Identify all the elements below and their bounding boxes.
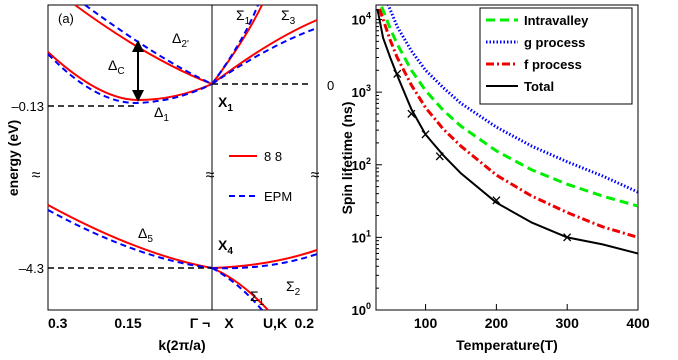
- x-tick-label: 0.15: [114, 315, 141, 331]
- delta-c-label: ΔC: [108, 57, 125, 77]
- data-marker: ×: [392, 64, 403, 84]
- data-marker: ×: [562, 227, 573, 247]
- axis-break-mark: ≈: [206, 167, 215, 184]
- sigma-1-bottom-label: Σ1: [250, 288, 265, 308]
- series-line-0: [380, 6, 638, 208]
- sigma-3-label: Σ3: [281, 7, 296, 27]
- y-axis-title-left: energy (eV): [5, 120, 21, 196]
- band-sigma2-epm: [211, 253, 318, 270]
- x-tick-label: X: [224, 315, 234, 331]
- x1-label: X1: [218, 94, 233, 114]
- series-line-1: [386, 5, 638, 194]
- x4-label: X4: [218, 237, 233, 257]
- data-marker: ×: [406, 104, 417, 124]
- y-tick-label-minus013: –0.13: [11, 99, 44, 114]
- band-delta5-tb: [47, 204, 213, 269]
- x-tick-label: 0.2: [295, 315, 315, 331]
- legend: Intravalley g process f process Total: [479, 7, 633, 105]
- delta-c-arrow-head-down: [132, 90, 144, 102]
- panel-label: (a): [58, 11, 74, 26]
- band-delta2-epm: [84, 4, 213, 85]
- x-tick-label: 200: [485, 315, 509, 331]
- y-tick-label: 101: [352, 228, 371, 245]
- x-tick-label: Γ ¬: [190, 315, 210, 331]
- legend-label: Intravalley: [524, 13, 589, 28]
- legend-label: g process: [524, 35, 585, 50]
- legend-label: f process: [524, 57, 582, 72]
- legend-label: Total: [524, 79, 554, 94]
- band-delta5-epm: [47, 209, 213, 269]
- left-plot-frame: [47, 4, 318, 311]
- delta-2p-label: Δ2': [172, 30, 189, 50]
- x-tick-label: 300: [556, 315, 580, 331]
- y-tick-label-minus43: –4.3: [19, 261, 44, 276]
- data-marker: ×: [491, 191, 502, 211]
- y-tick-label: 103: [352, 83, 371, 100]
- axis-break-mark: ≈: [311, 167, 320, 184]
- legend-label-tb: 8 8: [264, 149, 282, 164]
- x-tick-label: 0.3: [48, 315, 68, 331]
- x-axis-title-left: k(2π/a): [158, 337, 205, 353]
- band-structure-panel: [47, 4, 318, 311]
- right-plot-frame: [375, 4, 639, 311]
- sigma-2-label: Σ2: [286, 278, 301, 298]
- delta-5-label: Δ5: [138, 225, 153, 245]
- band-sigma3-epm: [211, 27, 318, 85]
- y-tick-label: 102: [352, 156, 371, 173]
- band-sigma1-low-epm: [211, 267, 263, 311]
- legend-label-epm: EPM: [264, 189, 292, 204]
- x-tick-label: 400: [626, 315, 650, 331]
- band-delta1-epm: [47, 53, 213, 105]
- y-tick-label: 100: [352, 301, 371, 318]
- x-tick-label: U,K: [263, 315, 287, 331]
- delta-1-label: Δ1: [154, 104, 169, 124]
- axis-break-mark: ≈: [32, 167, 41, 184]
- band-sigma1-epm: [211, 4, 259, 85]
- y-tick-label-0: 0: [327, 78, 334, 93]
- x-tick-label: 100: [414, 315, 438, 331]
- spin-lifetime-panel: 100 101 102 103 104 100 200 300 400 Temperature(T…: [339, 4, 650, 353]
- data-marker: ×: [434, 146, 445, 166]
- sigma-1-top-label: Σ1: [236, 7, 251, 27]
- delta-c-arrow-head-up: [132, 40, 144, 52]
- y-axis-title-right: Spin lifetime (ns): [339, 102, 355, 215]
- series-line-2: [378, 8, 638, 239]
- legend-box: [479, 7, 633, 105]
- data-marker: ×: [420, 125, 431, 145]
- x-axis-title-right: Temperature(T): [456, 337, 558, 353]
- series-line-3: [376, 8, 638, 255]
- y-tick-label: 104: [352, 11, 371, 28]
